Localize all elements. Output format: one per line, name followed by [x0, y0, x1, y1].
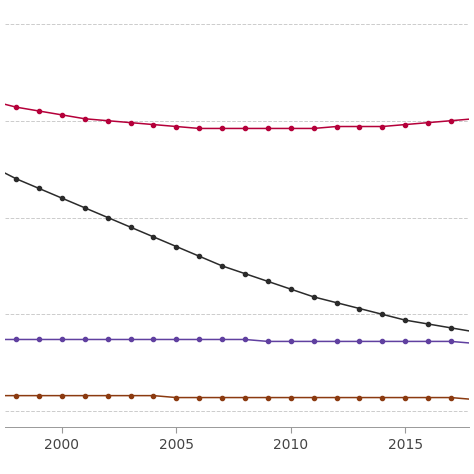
Under 5	[13, 176, 19, 182]
70+ years	[288, 126, 293, 131]
50-69 years	[288, 338, 293, 344]
5-14 years	[448, 395, 454, 401]
Under 5	[59, 195, 65, 201]
Line: Under 5: Under 5	[0, 90, 474, 337]
50-69 years	[425, 338, 431, 344]
5-14 years	[36, 393, 42, 399]
5-14 years	[471, 397, 474, 402]
5-14 years	[356, 395, 362, 401]
5-14 years	[173, 395, 179, 401]
70+ years	[219, 126, 225, 131]
5-14 years	[265, 395, 271, 401]
70+ years	[13, 104, 19, 110]
50-69 years	[13, 337, 19, 342]
50-69 years	[173, 337, 179, 342]
Under 5	[36, 186, 42, 191]
Under 5	[242, 271, 248, 276]
50-69 years	[265, 338, 271, 344]
50-69 years	[334, 338, 339, 344]
70+ years	[356, 124, 362, 129]
Line: 5-14 years: 5-14 years	[0, 392, 474, 401]
5-14 years	[196, 395, 202, 401]
Under 5	[356, 306, 362, 311]
70+ years	[242, 126, 248, 131]
Under 5	[151, 234, 156, 240]
50-69 years	[128, 337, 134, 342]
5-14 years	[59, 393, 65, 399]
70+ years	[173, 124, 179, 129]
Under 5	[173, 244, 179, 249]
Under 5	[219, 263, 225, 269]
70+ years	[105, 118, 110, 124]
5-14 years	[13, 393, 19, 399]
5-14 years	[311, 395, 317, 401]
50-69 years	[59, 337, 65, 342]
5-14 years	[242, 395, 248, 401]
50-69 years	[242, 337, 248, 342]
Under 5	[425, 321, 431, 327]
Under 5	[334, 300, 339, 306]
70+ years	[128, 120, 134, 126]
50-69 years	[380, 338, 385, 344]
Under 5	[265, 279, 271, 284]
5-14 years	[82, 393, 88, 399]
70+ years	[380, 124, 385, 129]
70+ years	[36, 108, 42, 114]
70+ years	[59, 112, 65, 118]
70+ years	[82, 116, 88, 122]
Under 5	[448, 325, 454, 331]
50-69 years	[219, 337, 225, 342]
50-69 years	[402, 338, 408, 344]
70+ years	[402, 122, 408, 128]
Under 5	[471, 329, 474, 335]
5-14 years	[151, 393, 156, 399]
5-14 years	[128, 393, 134, 399]
Line: 70+ years: 70+ years	[0, 57, 474, 130]
70+ years	[196, 126, 202, 131]
5-14 years	[402, 395, 408, 401]
50-69 years	[471, 340, 474, 346]
Under 5	[128, 224, 134, 230]
Under 5	[82, 205, 88, 210]
50-69 years	[82, 337, 88, 342]
70+ years	[425, 120, 431, 126]
50-69 years	[356, 338, 362, 344]
Under 5	[402, 317, 408, 323]
5-14 years	[105, 393, 110, 399]
50-69 years	[448, 338, 454, 344]
50-69 years	[36, 337, 42, 342]
5-14 years	[219, 395, 225, 401]
Under 5	[196, 254, 202, 259]
5-14 years	[288, 395, 293, 401]
5-14 years	[425, 395, 431, 401]
50-69 years	[311, 338, 317, 344]
70+ years	[471, 116, 474, 122]
70+ years	[311, 126, 317, 131]
50-69 years	[151, 337, 156, 342]
70+ years	[334, 124, 339, 129]
70+ years	[265, 126, 271, 131]
Under 5	[288, 286, 293, 292]
Under 5	[105, 215, 110, 220]
Under 5	[380, 311, 385, 317]
Line: 50-69 years: 50-69 years	[0, 336, 474, 346]
5-14 years	[380, 395, 385, 401]
70+ years	[151, 122, 156, 128]
50-69 years	[105, 337, 110, 342]
70+ years	[448, 118, 454, 124]
50-69 years	[196, 337, 202, 342]
5-14 years	[334, 395, 339, 401]
Under 5	[311, 294, 317, 300]
